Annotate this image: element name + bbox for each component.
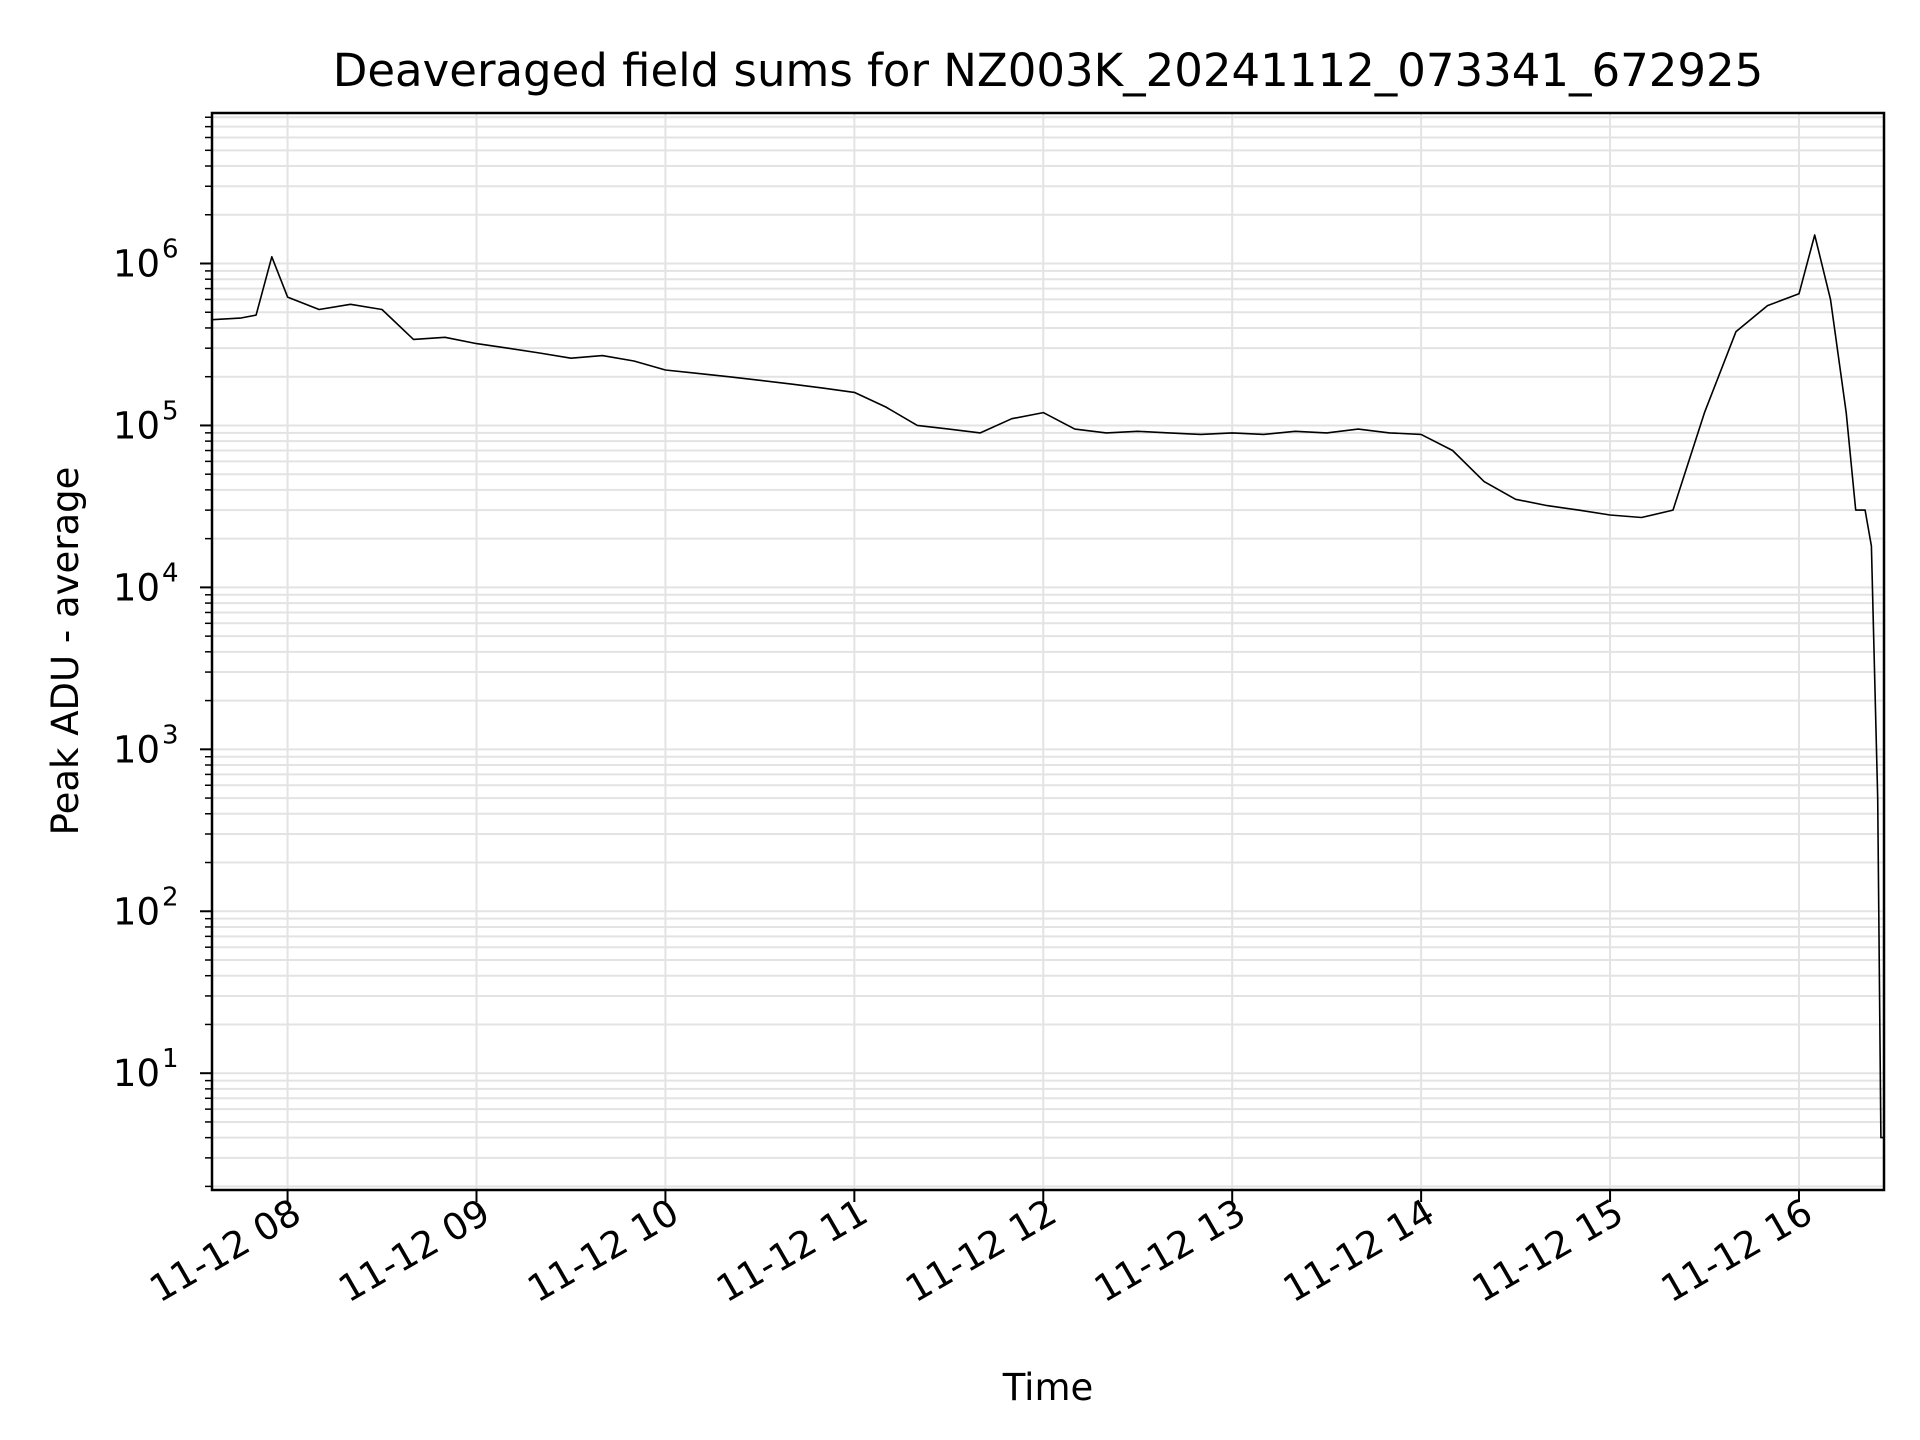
y-tick-exponent: 6 [162, 235, 179, 265]
x-axis-label: Time [1002, 1366, 1094, 1409]
y-tick-label: 10 [113, 728, 160, 771]
y-tick-exponent: 5 [162, 396, 179, 426]
y-tick-label: 10 [113, 243, 160, 286]
y-tick-exponent: 1 [162, 1044, 179, 1074]
y-tick-label: 10 [113, 1052, 160, 1095]
y-tick-exponent: 4 [162, 558, 179, 588]
y-axis-label: Peak ADU - average [44, 467, 87, 836]
grid-layer [212, 113, 1884, 1190]
series-line [211, 234, 1884, 1139]
series-layer [211, 234, 1884, 1139]
y-tick-exponent: 2 [162, 882, 179, 912]
y-tick-label: 10 [113, 566, 160, 609]
chart-title: Deaveraged field sums for NZ003K_2024111… [333, 44, 1764, 97]
y-tick-label: 10 [113, 404, 160, 447]
y-tick-exponent: 3 [162, 720, 179, 750]
y-tick-label: 10 [113, 890, 160, 933]
